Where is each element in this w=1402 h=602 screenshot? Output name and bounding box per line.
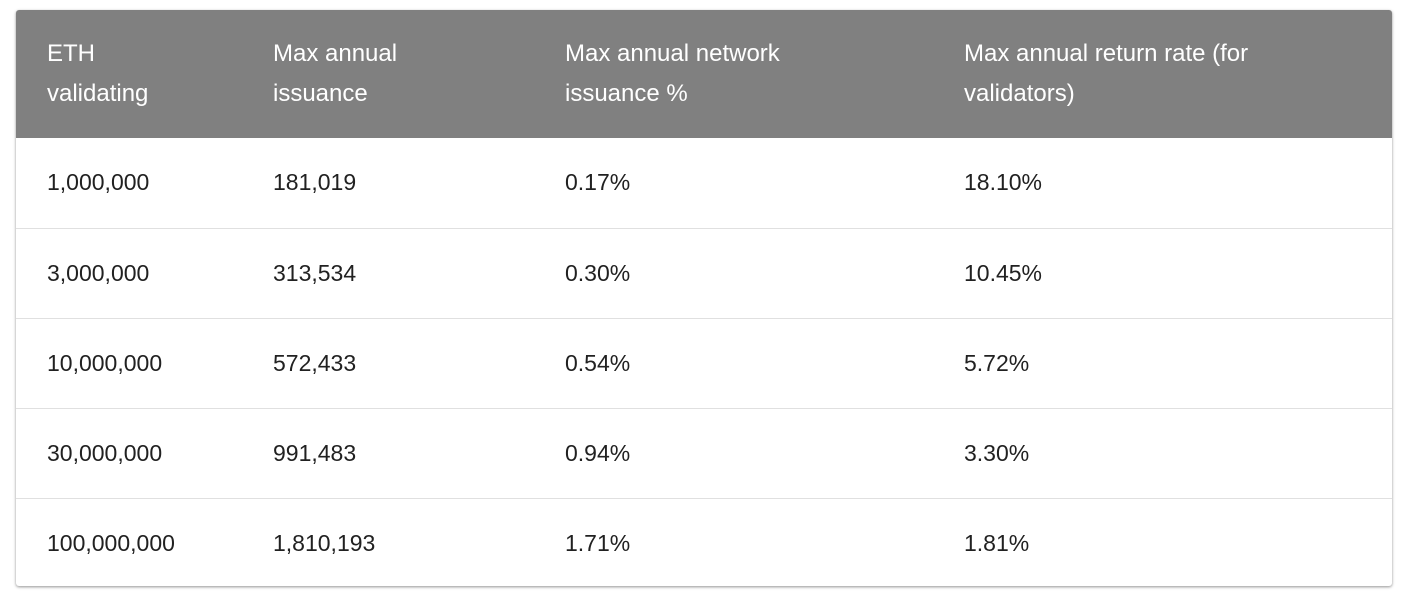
issuance-table: ETH validating Max annual issuance Max a… bbox=[16, 10, 1392, 586]
header-line: validating bbox=[47, 80, 149, 107]
cell-max-annual-issuance: 991,483 bbox=[273, 439, 357, 466]
table-row: 30,000,000 991,483 0.94% 3.30% bbox=[16, 408, 1392, 498]
table-row: 3,000,000 313,534 0.30% 10.45% bbox=[16, 228, 1392, 318]
cell-network-issuance-pct: 0.54% bbox=[565, 349, 631, 376]
header-line: Max annual bbox=[273, 40, 398, 67]
cell-eth-validating: 1,000,000 bbox=[47, 169, 150, 196]
cell-eth-validating: 3,000,000 bbox=[47, 259, 150, 286]
table-row: 10,000,000 572,433 0.54% 5.72% bbox=[16, 318, 1392, 408]
cell-max-annual-issuance: 181,019 bbox=[273, 169, 357, 196]
cell-max-annual-issuance: 313,534 bbox=[273, 259, 357, 286]
cell-max-annual-issuance: 1,810,193 bbox=[273, 529, 376, 556]
issuance-table-card: ETH validating Max annual issuance Max a… bbox=[16, 10, 1392, 586]
table-header-row: ETH validating Max annual issuance Max a… bbox=[16, 10, 1392, 138]
table-row: 1,000,000 181,019 0.17% 18.10% bbox=[16, 138, 1392, 228]
table-header: ETH validating Max annual issuance Max a… bbox=[16, 10, 1392, 138]
cell-network-issuance-pct: 0.94% bbox=[565, 439, 631, 466]
cell-network-issuance-pct: 0.17% bbox=[565, 169, 631, 196]
header-max-network-issuance-pct: Max annual network issuance % bbox=[534, 10, 933, 138]
cell-return-rate: 5.72% bbox=[964, 349, 1030, 376]
cell-eth-validating: 30,000,000 bbox=[47, 439, 163, 466]
header-line: Max annual network bbox=[565, 40, 780, 67]
table-row: 100,000,000 1,810,193 1.71% 1.81% bbox=[16, 498, 1392, 586]
cell-return-rate: 10.45% bbox=[964, 259, 1043, 286]
cell-network-issuance-pct: 0.30% bbox=[565, 259, 631, 286]
cell-eth-validating: 100,000,000 bbox=[47, 529, 175, 556]
table-body: 1,000,000 181,019 0.17% 18.10% 3,000,000… bbox=[16, 138, 1392, 586]
header-line: issuance % bbox=[565, 80, 688, 107]
header-eth-validating: ETH validating bbox=[16, 10, 242, 138]
header-line: ETH bbox=[47, 40, 95, 67]
cell-max-annual-issuance: 572,433 bbox=[273, 349, 357, 376]
cell-return-rate: 1.81% bbox=[964, 529, 1030, 556]
header-max-return-rate: Max annual return rate (for validators) bbox=[933, 10, 1392, 138]
header-line: Max annual return rate (for bbox=[964, 40, 1249, 67]
header-max-annual-issuance: Max annual issuance bbox=[242, 10, 534, 138]
cell-network-issuance-pct: 1.71% bbox=[565, 529, 631, 556]
header-line: issuance bbox=[273, 80, 368, 107]
cell-eth-validating: 10,000,000 bbox=[47, 349, 163, 376]
cell-return-rate: 18.10% bbox=[964, 169, 1043, 196]
header-line: validators) bbox=[964, 80, 1075, 107]
cell-return-rate: 3.30% bbox=[964, 439, 1030, 466]
